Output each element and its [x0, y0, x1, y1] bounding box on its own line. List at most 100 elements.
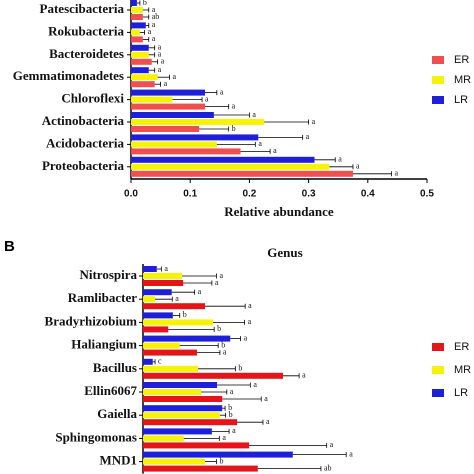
- bar: [131, 81, 155, 88]
- bar: [143, 296, 156, 303]
- category-label: Haliangium: [71, 337, 137, 352]
- legend-swatch: [432, 366, 444, 374]
- significance-letter: a: [223, 347, 227, 356]
- bar: [143, 342, 180, 349]
- category-label: MND1: [99, 453, 137, 468]
- bar: [131, 163, 330, 170]
- bar: [143, 419, 238, 426]
- bar: [131, 126, 200, 132]
- legend-swatch: [432, 56, 444, 64]
- category-label: Rokubacteria: [48, 23, 124, 38]
- bar: [131, 134, 259, 141]
- legend-label: MR: [454, 74, 471, 86]
- legend-swatch: [432, 389, 444, 397]
- significance-letter: a: [302, 371, 306, 380]
- significance-letter: a: [161, 57, 165, 66]
- bar: [131, 103, 205, 110]
- x-tick-label: 0.1: [183, 189, 197, 200]
- legend-swatch: [432, 76, 444, 84]
- bar: [131, 7, 143, 13]
- significance-letter: a: [306, 132, 310, 141]
- bar: [131, 36, 143, 43]
- significance-letter: a: [312, 117, 316, 126]
- bar: [131, 119, 265, 125]
- bar: [143, 303, 205, 310]
- x-axis-label: Relative abundance: [224, 204, 334, 219]
- significance-letter: b: [143, 0, 147, 7]
- bar: [143, 435, 184, 442]
- bar: [143, 451, 293, 458]
- significance-letter: b: [232, 124, 236, 133]
- bar: [143, 365, 199, 372]
- significance-letter: b: [228, 403, 232, 412]
- bar: [131, 156, 315, 163]
- significance-letter: a: [356, 162, 360, 171]
- significance-letter: a: [148, 27, 152, 36]
- legend-label: ER: [454, 341, 469, 353]
- significance-letter: a: [252, 110, 256, 119]
- category-label: Gemmatimonadetes: [13, 68, 124, 83]
- significance-letter: a: [394, 169, 398, 178]
- significance-letter: b: [238, 364, 242, 373]
- bar: [131, 51, 149, 58]
- bar: [131, 74, 158, 81]
- bar: [131, 148, 241, 155]
- significance-letter: b: [229, 410, 233, 419]
- bar: [143, 442, 250, 449]
- legend-label: LR: [454, 387, 468, 399]
- significance-letter: a: [164, 264, 168, 273]
- significance-letter: a: [220, 87, 224, 96]
- significance-letter: a: [172, 72, 176, 81]
- bar: [131, 141, 217, 148]
- bar: [143, 389, 201, 395]
- category-label: Gaiella: [97, 406, 137, 421]
- bar: [143, 349, 197, 356]
- category-label: Chloroflexi: [61, 91, 124, 106]
- bar: [143, 372, 284, 379]
- bar: [143, 319, 214, 326]
- significance-letter: b: [217, 324, 221, 333]
- significance-letter: a: [264, 394, 268, 403]
- bar: [143, 405, 223, 412]
- bar: [143, 289, 172, 296]
- significance-letter: a: [205, 94, 209, 103]
- legend-label: MR: [454, 364, 471, 376]
- category-label: Proteobacteria: [42, 158, 125, 173]
- significance-letter: a: [330, 440, 334, 449]
- bar: [131, 14, 143, 20]
- bar: [143, 412, 220, 419]
- x-tick-label: 0.3: [302, 189, 316, 200]
- significance-letter: a: [215, 278, 219, 287]
- bar: [143, 458, 205, 465]
- significance-letter: a: [222, 433, 226, 442]
- bar: [143, 396, 223, 402]
- significance-letter: a: [248, 301, 252, 310]
- bar: [143, 428, 212, 435]
- category-label: Ramlibacter: [68, 290, 138, 305]
- significance-letter: a: [219, 271, 223, 280]
- legend-swatch: [432, 343, 444, 351]
- bar: [131, 44, 149, 51]
- x-tick-label: 0.4: [361, 189, 375, 200]
- x-tick-label: 0.0: [124, 189, 138, 200]
- bar: [143, 358, 153, 365]
- bar: [131, 89, 205, 96]
- bar: [143, 326, 169, 333]
- legend-label: LR: [454, 94, 468, 106]
- significance-letter: a: [338, 155, 342, 164]
- bar: [131, 58, 152, 65]
- bar: [131, 96, 173, 103]
- bar: [143, 335, 231, 342]
- panel-label: B: [4, 238, 15, 255]
- significance-letter: a: [152, 20, 156, 29]
- significance-letter: a: [175, 294, 179, 303]
- legend-label: ER: [454, 54, 469, 66]
- significance-letter: a: [273, 146, 277, 155]
- significance-letter: b: [221, 340, 225, 349]
- significance-letter: a: [232, 426, 236, 435]
- bar: [131, 170, 353, 177]
- category-label: Patescibacteria: [40, 1, 125, 16]
- significance-letter: a: [152, 5, 156, 14]
- category-label: Bradyrhizobium: [45, 313, 138, 328]
- significance-letter: a: [152, 34, 156, 43]
